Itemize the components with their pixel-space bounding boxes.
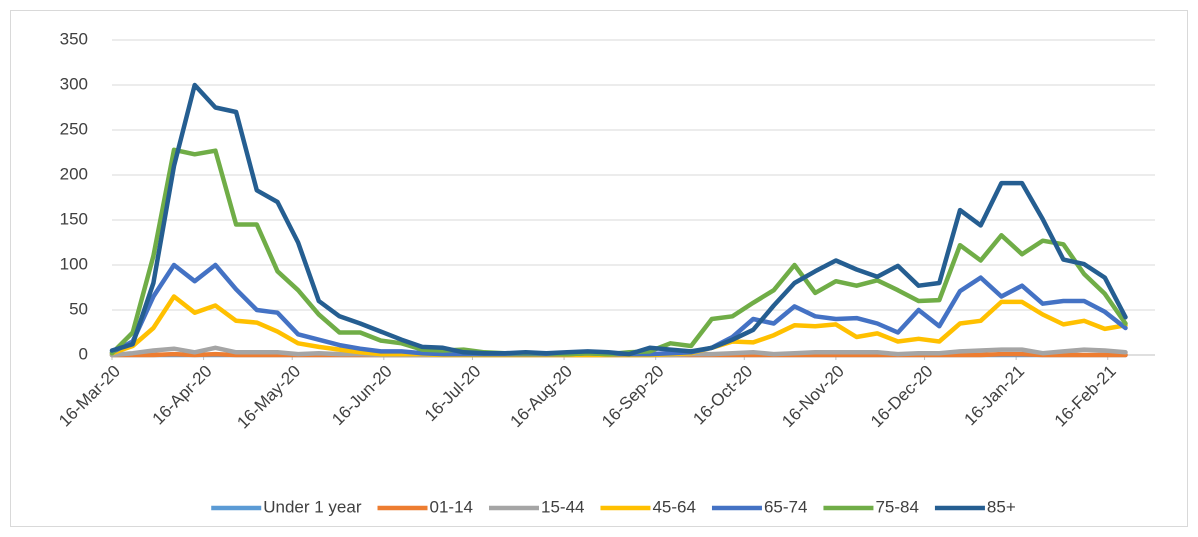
legend-label: 75-84 [875, 497, 918, 516]
legend-label: 85+ [987, 497, 1016, 516]
y-tick-label: 150 [60, 209, 88, 228]
series-line [109, 82, 1128, 357]
y-tick-label: 0 [79, 344, 88, 363]
legend-item: 85+ [934, 497, 1016, 516]
legend: Under 1 year 01-14 15-44 45-64 65-74 75-84 85+ [211, 497, 1016, 516]
chart-frame [10, 10, 1188, 527]
legend-label: 15-44 [541, 497, 584, 516]
legend-item: 65-74 [711, 497, 807, 516]
legend-item: 45-64 [600, 497, 696, 516]
y-tick-label: 300 [60, 74, 88, 93]
legend-label: 45-64 [652, 497, 695, 516]
legend-label: 01-14 [430, 497, 473, 516]
legend-label: Under 1 year [263, 497, 362, 516]
y-tick-label: 350 [60, 29, 88, 48]
legend-item: Under 1 year [211, 497, 362, 516]
y-tick-label: 100 [60, 254, 88, 273]
legend-item: 01-14 [377, 497, 473, 516]
legend-item: 15-44 [488, 497, 584, 516]
legend-label: 65-74 [764, 497, 807, 516]
legend-item: 75-84 [823, 497, 919, 516]
y-tick-label: 250 [60, 119, 88, 138]
y-tick-label: 50 [69, 299, 88, 318]
y-tick-label: 200 [60, 164, 88, 183]
